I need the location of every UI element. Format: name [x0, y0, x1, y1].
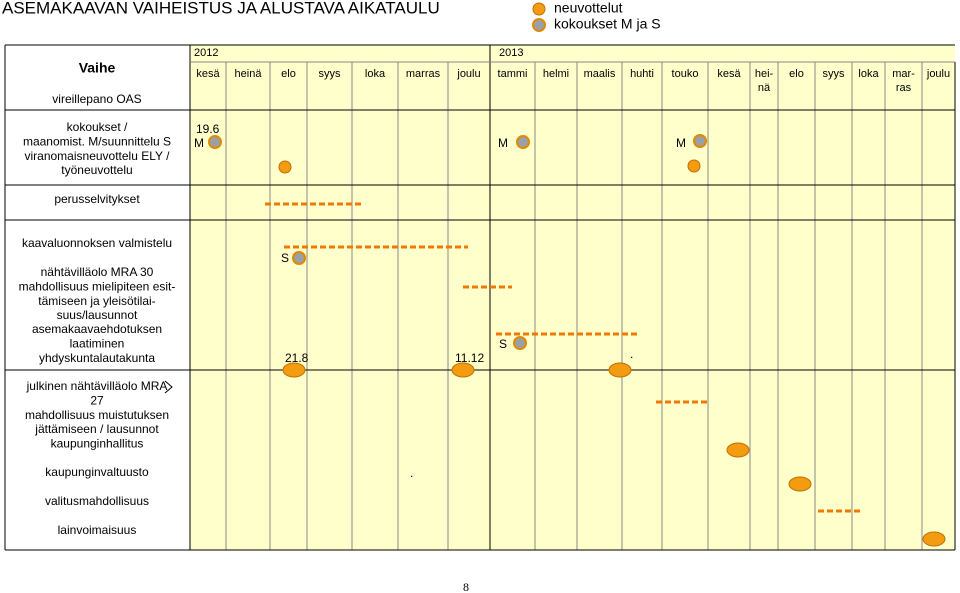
decision-marker: [608, 362, 632, 378]
phase-header: Vaihe: [79, 60, 116, 76]
month-label: loka: [858, 68, 879, 80]
phase-label: vireillepano OAS: [52, 92, 141, 106]
phase-label: nähtävilläolo MRA 30: [41, 265, 154, 279]
phase-label: kaupunginvaltuusto: [45, 465, 149, 479]
decision-marker: [726, 442, 750, 458]
legend-swatch: [532, 18, 546, 32]
annotation: M: [676, 136, 686, 150]
legend-swatch: [532, 2, 546, 16]
month-label: marras: [406, 68, 441, 80]
phase-label: kaavaluonnoksen valmistelu: [22, 236, 172, 250]
phase-label: viranomaisneuvottelu ELY /: [25, 149, 171, 163]
task-bars: [265, 202, 862, 513]
grid: [4, 44, 956, 551]
annotation: S: [281, 251, 289, 265]
annotation: M: [498, 136, 508, 150]
month-label: syys: [823, 68, 846, 80]
phase-label: perusselvitykset: [54, 192, 140, 206]
legend-label: kokoukset M ja S: [554, 16, 661, 32]
month-label: syys: [319, 68, 342, 80]
phase-column: vireillepano OAS kokoukset /maanomist. M/…: [19, 92, 176, 537]
month-label: elo: [789, 68, 804, 80]
phase-label: lainvoimaisuus: [58, 523, 137, 537]
month-label: joulu: [926, 68, 950, 80]
phase-label: yhdyskuntalautakunta: [39, 351, 155, 365]
month-label: loka: [365, 68, 386, 80]
month-label: elo: [281, 68, 296, 80]
annotation: M: [194, 136, 204, 150]
phase-label: mahdollisuus mielipiteen esit-: [19, 279, 176, 293]
bracket: [164, 380, 173, 394]
legend-label: neuvottelut: [554, 0, 623, 16]
month-label: ras: [896, 82, 912, 94]
month-label: maalis: [584, 68, 616, 80]
phase-label: 27: [90, 393, 104, 407]
grid-background: [190, 45, 955, 550]
meeting-marker: [516, 135, 530, 149]
annotation: 19.6: [196, 122, 220, 136]
phase-label: julkinen nähtävilläolo MRA: [26, 379, 168, 393]
annotation: .: [630, 347, 633, 361]
month-label: huhti: [630, 68, 654, 80]
phase-label: jättämiseen / lausunnot: [34, 422, 159, 436]
year-label: 2012: [194, 47, 218, 59]
decision-marker: [282, 362, 306, 378]
month-label: heinä: [235, 68, 263, 80]
meeting-marker: [513, 336, 527, 350]
phase-label: kokoukset /: [67, 120, 128, 134]
meeting-marker: [693, 134, 707, 148]
month-label: hei-: [755, 68, 774, 80]
phase-label: laatiminen: [70, 336, 125, 350]
annotation: 11.12: [455, 351, 484, 365]
annotation: 21.8: [285, 351, 309, 365]
decision-marker: [788, 476, 812, 492]
month-label: nä: [758, 82, 771, 94]
phase-label: työneuvottelu: [61, 163, 132, 177]
meeting-marker: [292, 251, 306, 265]
month-label: helmi: [543, 68, 569, 80]
decision-marker: [451, 362, 475, 378]
annotation: .: [410, 466, 413, 480]
annotation: S: [499, 337, 507, 351]
month-label: touko: [672, 68, 699, 80]
year-label: 2013: [499, 47, 523, 59]
month-header: kesä heinä elo syys loka marras joulu tammi helm…: [196, 68, 950, 94]
phase-label: maanomist. M/suunnittelu S: [23, 134, 171, 148]
phase-label: asemakaavaehdotuksen: [32, 322, 162, 336]
month-label: kesä: [717, 68, 741, 80]
phase-label: tämiseen ja yleisötilai-: [38, 294, 155, 308]
month-label: tammi: [498, 68, 528, 80]
page-title: ASEMAKAAVAN VAIHEISTUS JA ALUSTAVA AIKAT…: [2, 0, 440, 17]
phase-label: mahdollisuus muistutuksen: [25, 408, 169, 422]
month-label: joulu: [456, 68, 480, 80]
negotiation-marker: [278, 160, 292, 174]
phase-label: kaupunginhallitus: [51, 436, 144, 450]
meeting-marker: [208, 135, 222, 149]
month-label: kesä: [196, 68, 220, 80]
page-number: 8: [463, 580, 469, 593]
month-label: mar-: [892, 68, 915, 80]
phase-label: suus/lausunnot: [57, 308, 138, 322]
phase-label: valitusmahdollisuus: [45, 494, 149, 508]
negotiation-marker: [687, 159, 701, 173]
decision-marker: [922, 531, 946, 547]
